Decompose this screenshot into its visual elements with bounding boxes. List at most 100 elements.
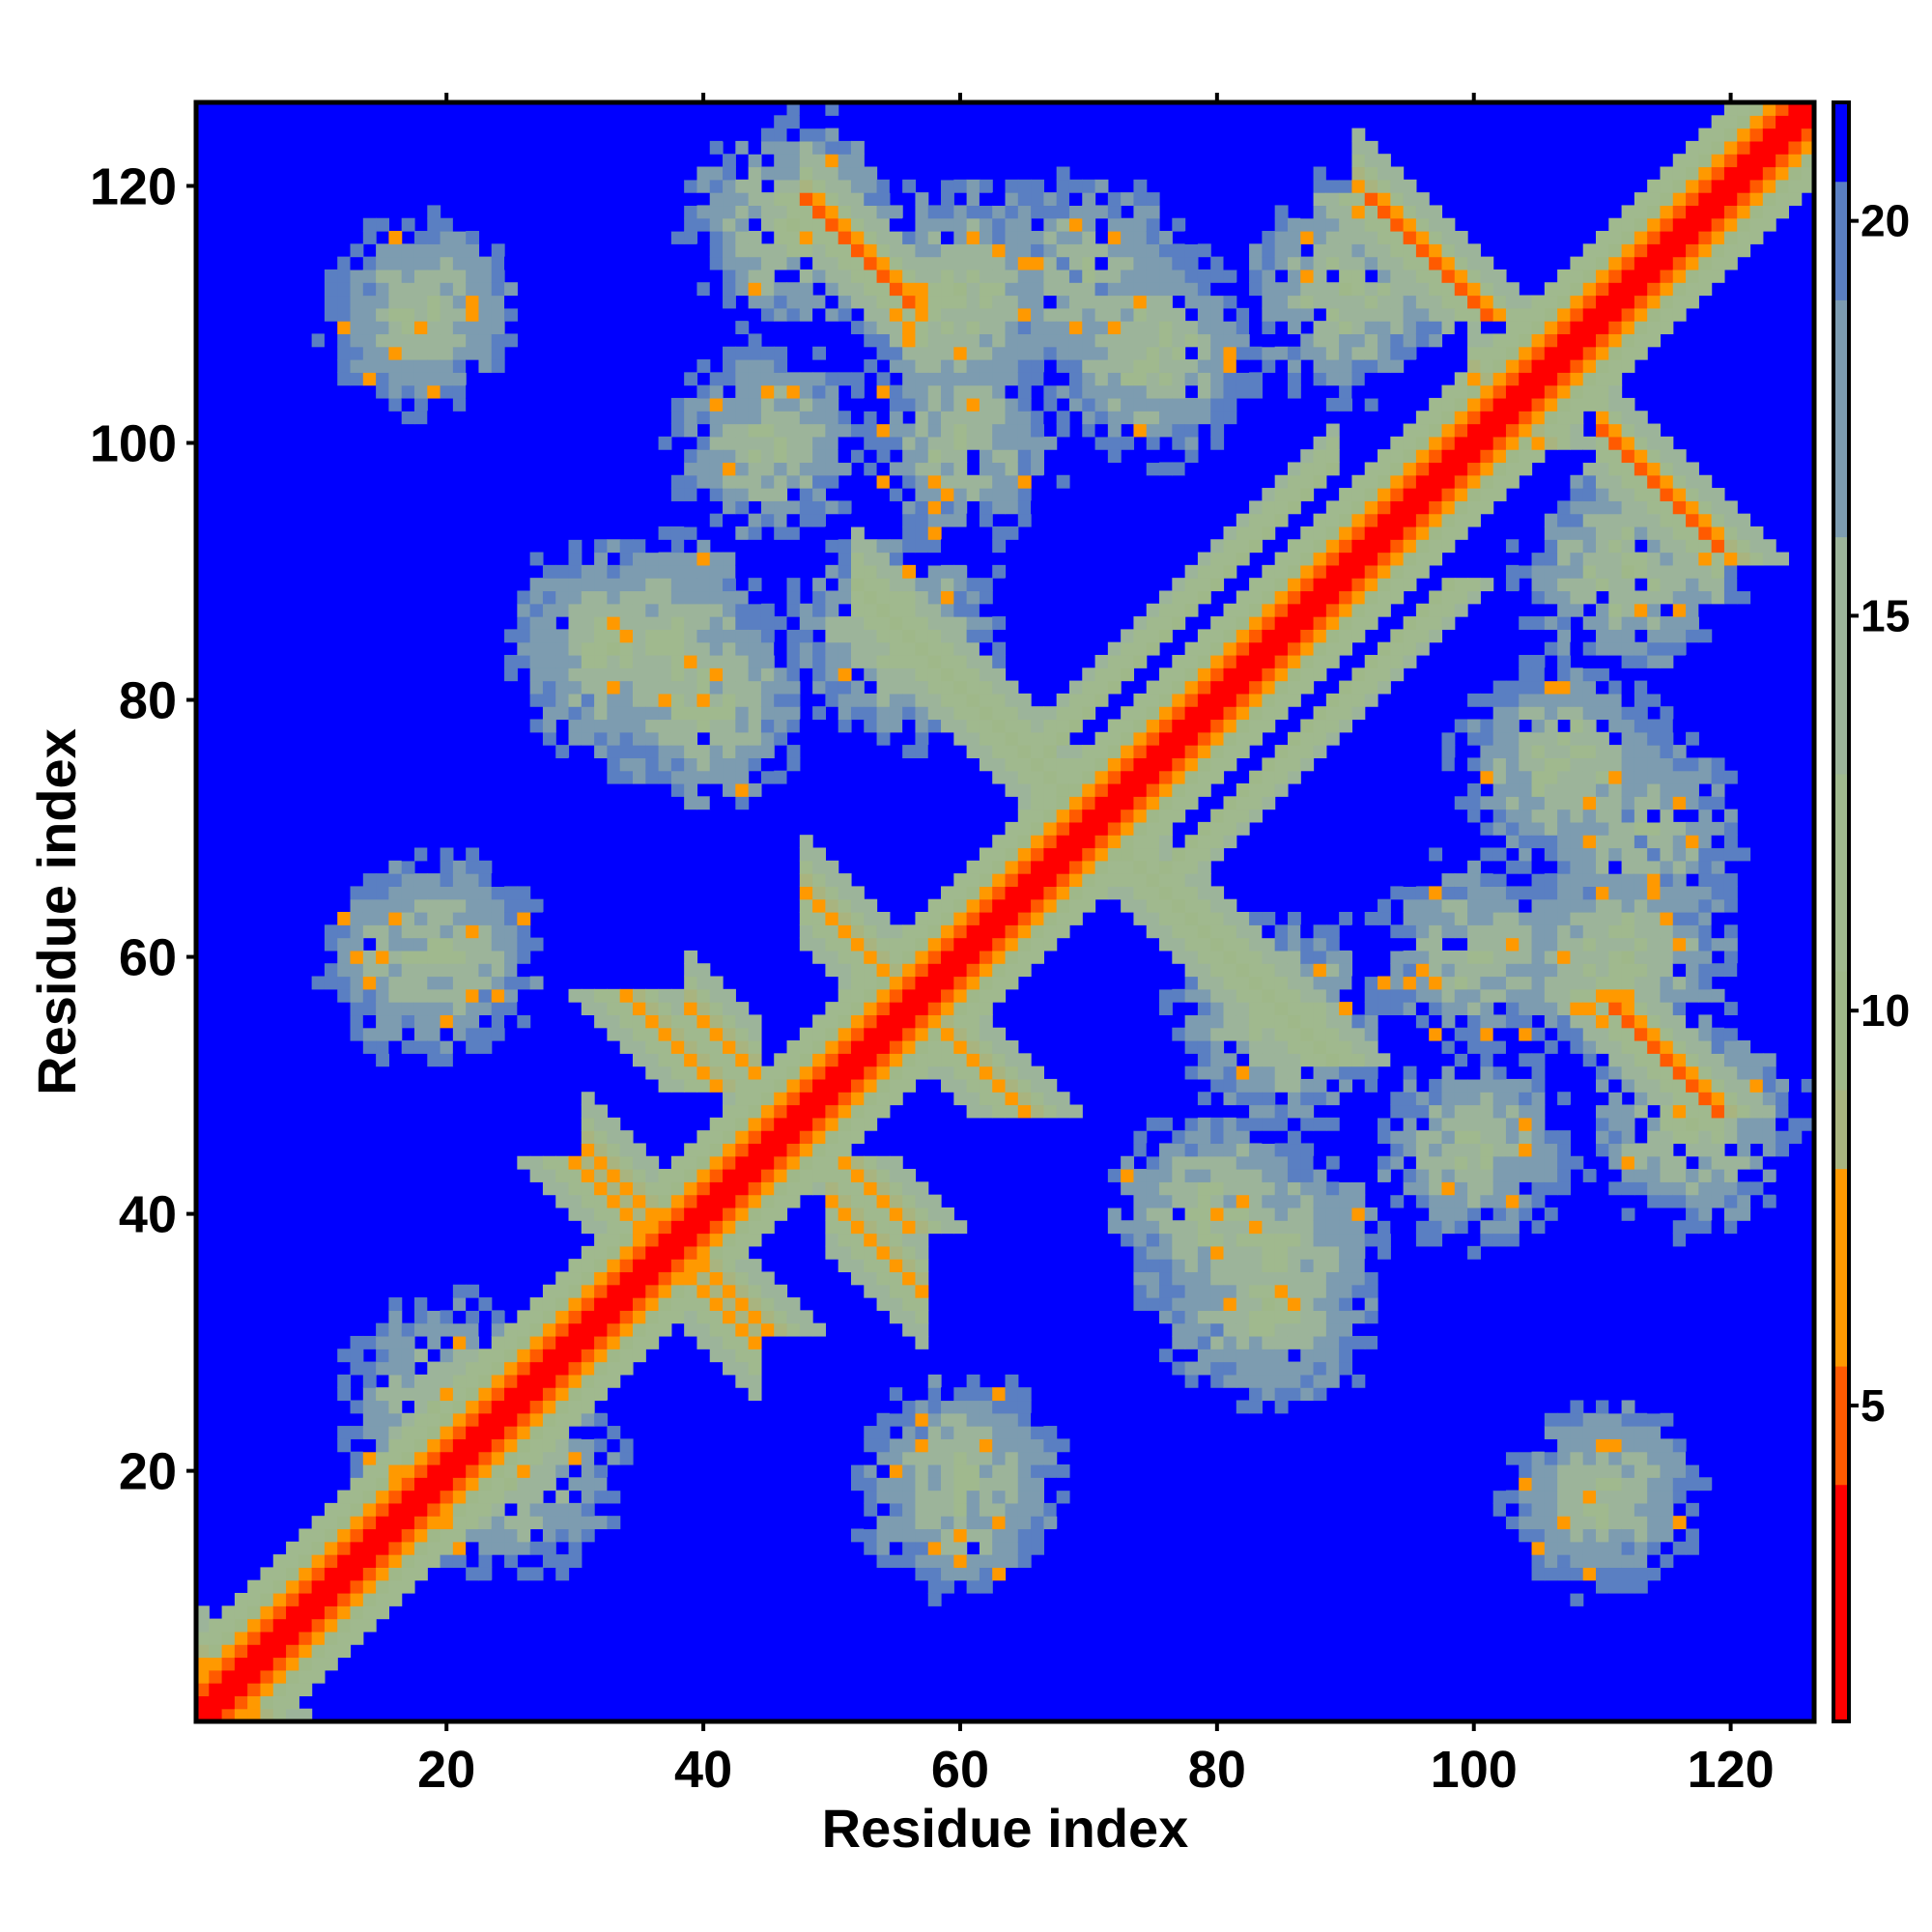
heatmap-cell bbox=[247, 1579, 262, 1594]
heatmap-cell bbox=[1287, 1104, 1301, 1119]
heatmap-cell bbox=[619, 1284, 634, 1298]
heatmap-cell bbox=[1005, 179, 1019, 193]
heatmap-cell bbox=[1146, 680, 1160, 695]
heatmap-cell bbox=[786, 307, 801, 322]
heatmap-cell bbox=[1325, 924, 1340, 939]
heatmap-cell bbox=[594, 654, 608, 668]
heatmap-cell bbox=[466, 1490, 480, 1504]
heatmap-cell bbox=[1005, 719, 1019, 733]
heatmap-cell bbox=[1005, 578, 1019, 592]
heatmap-cell bbox=[581, 1451, 595, 1465]
heatmap-cell bbox=[388, 1412, 403, 1427]
heatmap-cell bbox=[735, 526, 750, 540]
heatmap-cell bbox=[825, 500, 839, 515]
heatmap-cell bbox=[1351, 1065, 1366, 1080]
heatmap-cell bbox=[1107, 668, 1122, 682]
heatmap-cell bbox=[735, 397, 750, 412]
heatmap-cell bbox=[1364, 654, 1378, 668]
heatmap-cell bbox=[915, 1541, 929, 1555]
heatmap-cell bbox=[337, 1631, 352, 1645]
heatmap-cell bbox=[619, 552, 634, 566]
heatmap-cell bbox=[966, 1554, 980, 1568]
heatmap-cell bbox=[594, 629, 608, 643]
heatmap-cell bbox=[466, 1477, 480, 1492]
heatmap-cell bbox=[812, 231, 826, 244]
heatmap-cell bbox=[1133, 873, 1148, 887]
heatmap-cell bbox=[529, 552, 544, 566]
heatmap-cell bbox=[812, 860, 826, 874]
heatmap-cell bbox=[645, 1155, 660, 1170]
heatmap-cell bbox=[440, 1451, 454, 1465]
heatmap-cell bbox=[799, 1065, 813, 1080]
heatmap-cell bbox=[298, 1669, 313, 1684]
heatmap-cell bbox=[568, 1412, 582, 1427]
heatmap-cell bbox=[401, 295, 415, 309]
heatmap-cell bbox=[774, 616, 788, 630]
heatmap-cell bbox=[1249, 500, 1263, 515]
heatmap-cell bbox=[1082, 680, 1096, 695]
heatmap-cell bbox=[684, 1181, 698, 1196]
heatmap-cell bbox=[452, 282, 467, 297]
heatmap-cell bbox=[529, 295, 544, 309]
heatmap-cell bbox=[1339, 693, 1353, 707]
heatmap-cell bbox=[709, 384, 724, 399]
heatmap-cell bbox=[1068, 745, 1083, 758]
heatmap-cell bbox=[337, 282, 352, 297]
heatmap-cell bbox=[491, 282, 505, 297]
heatmap-cell bbox=[1223, 1322, 1237, 1337]
heatmap-cell bbox=[350, 1618, 364, 1633]
heatmap-cell bbox=[413, 1310, 428, 1324]
heatmap-cell bbox=[825, 526, 839, 540]
heatmap-cell bbox=[1172, 1284, 1186, 1298]
heatmap-cell bbox=[850, 295, 865, 309]
heatmap-cell bbox=[594, 1463, 608, 1478]
heatmap-cell bbox=[786, 1310, 801, 1324]
heatmap-cell bbox=[1249, 924, 1263, 939]
heatmap-cell bbox=[723, 1335, 736, 1350]
heatmap-cell bbox=[645, 1297, 660, 1311]
heatmap-cell bbox=[1325, 950, 1340, 964]
heatmap-cell bbox=[709, 1027, 724, 1041]
heatmap-cell bbox=[723, 1092, 736, 1106]
heatmap-cell bbox=[555, 603, 570, 617]
heatmap-cell bbox=[1172, 1130, 1186, 1145]
heatmap-cell bbox=[658, 731, 672, 746]
heatmap-cell bbox=[1378, 680, 1391, 695]
heatmap-cell bbox=[581, 1194, 595, 1208]
heatmap-cell bbox=[941, 1463, 954, 1478]
heatmap-cell bbox=[979, 346, 993, 360]
heatmap-cell bbox=[1364, 166, 1378, 181]
heatmap-cell bbox=[723, 231, 736, 244]
heatmap-cell bbox=[555, 1426, 570, 1439]
heatmap-cell bbox=[594, 1155, 608, 1170]
heatmap-cell bbox=[927, 937, 942, 952]
heatmap-cell bbox=[1236, 950, 1250, 964]
heatmap-cell bbox=[774, 1092, 788, 1106]
heatmap-cell bbox=[966, 179, 980, 193]
heatmap-cell bbox=[953, 397, 968, 412]
heatmap-cell bbox=[413, 924, 428, 939]
heatmap-cell bbox=[812, 462, 826, 476]
heatmap-cell bbox=[466, 1579, 480, 1594]
heatmap-cell bbox=[915, 500, 929, 515]
heatmap-cell bbox=[1390, 924, 1405, 939]
heatmap-cell bbox=[1184, 1155, 1199, 1170]
heatmap-cell bbox=[1339, 166, 1353, 181]
heatmap-cell bbox=[723, 1040, 736, 1054]
heatmap-cell bbox=[478, 1002, 493, 1016]
heatmap-cell bbox=[1210, 731, 1225, 746]
heatmap-cell bbox=[889, 384, 903, 399]
heatmap-cell bbox=[1133, 1271, 1148, 1286]
heatmap-cell bbox=[388, 243, 403, 258]
heatmap-cell bbox=[670, 1271, 685, 1286]
heatmap-cell bbox=[1210, 1349, 1225, 1363]
heatmap-cell bbox=[1159, 988, 1173, 1003]
heatmap-cell bbox=[350, 1349, 364, 1363]
heatmap-cell bbox=[1249, 603, 1263, 617]
heatmap-cell bbox=[568, 616, 582, 630]
heatmap-cell bbox=[748, 706, 762, 721]
heatmap-cell bbox=[311, 333, 326, 348]
heatmap-cell bbox=[902, 1194, 917, 1208]
heatmap-cell bbox=[1313, 282, 1327, 297]
heatmap-cell bbox=[1287, 256, 1301, 270]
